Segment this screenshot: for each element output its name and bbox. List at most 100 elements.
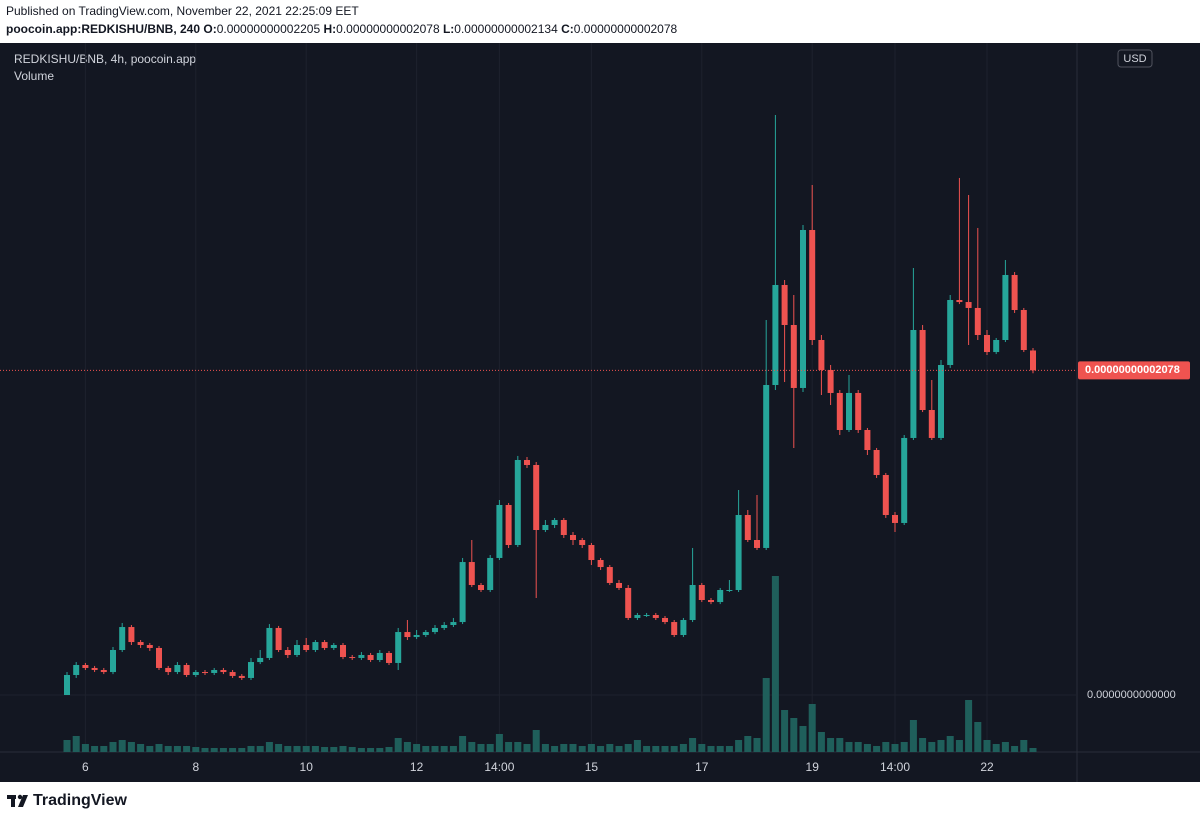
candle-body (800, 230, 806, 388)
volume-bar (367, 748, 375, 752)
candle-body (468, 562, 475, 585)
brand[interactable]: TradingView (33, 792, 128, 809)
volume-bar (781, 710, 789, 752)
candle-body (864, 430, 871, 450)
volume-bar (1020, 740, 1028, 752)
volume-bar (560, 744, 568, 752)
volume-bar (164, 746, 172, 752)
volume-bar (652, 746, 660, 752)
candle-body (340, 645, 346, 658)
candle-body (174, 665, 181, 673)
logo-icon (7, 794, 28, 807)
volume-bar (63, 740, 71, 752)
volume-bar (587, 744, 595, 752)
candle-body (818, 340, 825, 370)
candle-body (726, 590, 733, 591)
volume-bar (845, 742, 853, 752)
volume-bar (210, 748, 218, 752)
volume-bar (744, 736, 752, 752)
volume-bar (937, 740, 945, 752)
x-tick-label: 8 (192, 760, 199, 774)
volume-bar (597, 746, 605, 752)
candle-body (100, 670, 107, 673)
candle-body (533, 465, 540, 530)
volume-bar (735, 740, 743, 752)
volume-bar (523, 744, 531, 752)
volume-bar (670, 746, 678, 752)
volume-bar (624, 744, 632, 752)
candle-body (358, 655, 365, 658)
volume-bar (219, 748, 227, 752)
candle-body (846, 392, 852, 430)
candle-body (165, 667, 172, 673)
candle-body (1002, 275, 1009, 340)
volume-bar (321, 747, 329, 752)
volume-bar (91, 746, 99, 752)
candle-body (248, 662, 254, 678)
candle-body (238, 675, 245, 678)
logo-part (11, 795, 15, 807)
volume-bar (955, 740, 963, 752)
volume-bar (256, 746, 264, 752)
currency[interactable]: USD (1123, 53, 1146, 65)
candle-body (395, 632, 402, 663)
candle-body (450, 622, 457, 625)
candle-body (901, 437, 908, 523)
volume-bar (532, 730, 540, 752)
candle-body (984, 335, 990, 353)
candle-body (137, 642, 144, 645)
volume-bar (689, 738, 697, 752)
currency-box[interactable] (1117, 49, 1153, 68)
candle-body (892, 515, 898, 523)
candle-body (965, 302, 972, 308)
symbol: poocoin.app:REDKISHU/BNB, 240 (6, 22, 200, 36)
logo-part (18, 795, 28, 807)
candle-body (680, 620, 687, 635)
volume-bar (229, 748, 237, 752)
header-bg (0, 0, 1200, 43)
candle-body (744, 515, 751, 540)
volume-bar (790, 718, 798, 752)
volume-bar (284, 746, 292, 752)
volume-bar (302, 746, 310, 752)
volume-bar (551, 746, 559, 752)
candle-body (73, 665, 80, 675)
x-tick-label: 12 (410, 760, 424, 774)
volume-label: Volume (14, 69, 54, 83)
candle-body (625, 587, 632, 618)
candle-body (275, 627, 282, 650)
candle-body (478, 585, 484, 590)
candle-body (284, 650, 291, 655)
candle-body (588, 545, 595, 560)
logo-part (17, 794, 23, 800)
volume-bar (854, 742, 862, 752)
candle-body (376, 652, 383, 660)
candle-body (303, 645, 310, 650)
volume-bar (265, 742, 273, 752)
candle-body (128, 627, 135, 643)
candle-body (790, 325, 797, 388)
volume-bar (339, 746, 347, 752)
volume-bar (357, 748, 365, 752)
volume-bar (873, 746, 881, 752)
candle-body (781, 285, 788, 325)
volume-bar (192, 747, 200, 752)
candle-body (560, 520, 567, 535)
candle-body (413, 635, 420, 638)
candle-body (836, 392, 843, 430)
volume-bar (275, 744, 283, 752)
volume-bar (413, 744, 421, 752)
footer-bg (0, 782, 1200, 818)
candle-body (1020, 310, 1027, 350)
candle-body (386, 652, 392, 663)
last-price-label: 0.00000000002078 (1085, 364, 1180, 376)
volume-bar (81, 744, 89, 752)
candle-body (993, 340, 1000, 353)
x-tick-label: 14:00 (484, 760, 514, 774)
volume-bar (311, 746, 319, 752)
volume-bar (891, 744, 899, 752)
volume-bar (100, 746, 108, 752)
volume-bar (247, 746, 255, 752)
candle-body (459, 562, 466, 623)
candle-body (717, 590, 724, 603)
